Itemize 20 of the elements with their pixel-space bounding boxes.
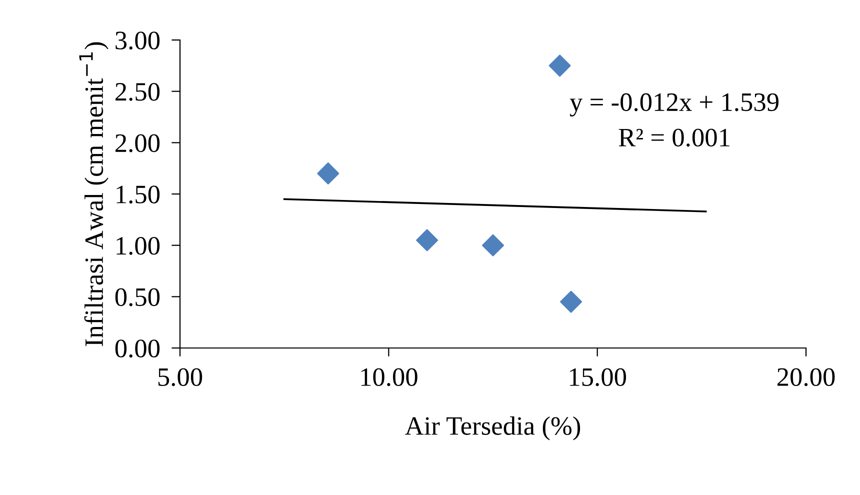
y-tick-label: 2.50 [116, 82, 160, 101]
y-tick-label: 0.00 [115, 340, 160, 358]
y-axis-title: Infiltrasi Awal (cm menit$^{−1}$) [79, 42, 108, 346]
point [560, 290, 582, 313]
x-tick-label: 15.00 [570, 368, 626, 386]
y-tick-label: 1.50 [116, 186, 160, 204]
point [317, 162, 340, 184]
point [416, 229, 438, 252]
y-tick-label: 0.50 [115, 288, 160, 306]
x-tick-label: 5.00 [158, 368, 202, 386]
annotation: R² = 0.001 [618, 128, 730, 147]
y-tick-label: 1.00 [116, 236, 160, 255]
x-tick-label: 20.00 [777, 368, 835, 386]
x-tick-label: 10.00 [361, 368, 418, 386]
annotation: y = -0.012x + 1.539 [570, 93, 778, 117]
x-axis-title: Air Tersedia (%) [405, 416, 580, 440]
point [548, 54, 571, 77]
y-tick-label: 2.00 [116, 134, 160, 152]
y-tick-label: 3.00 [116, 32, 160, 50]
point [482, 234, 504, 256]
